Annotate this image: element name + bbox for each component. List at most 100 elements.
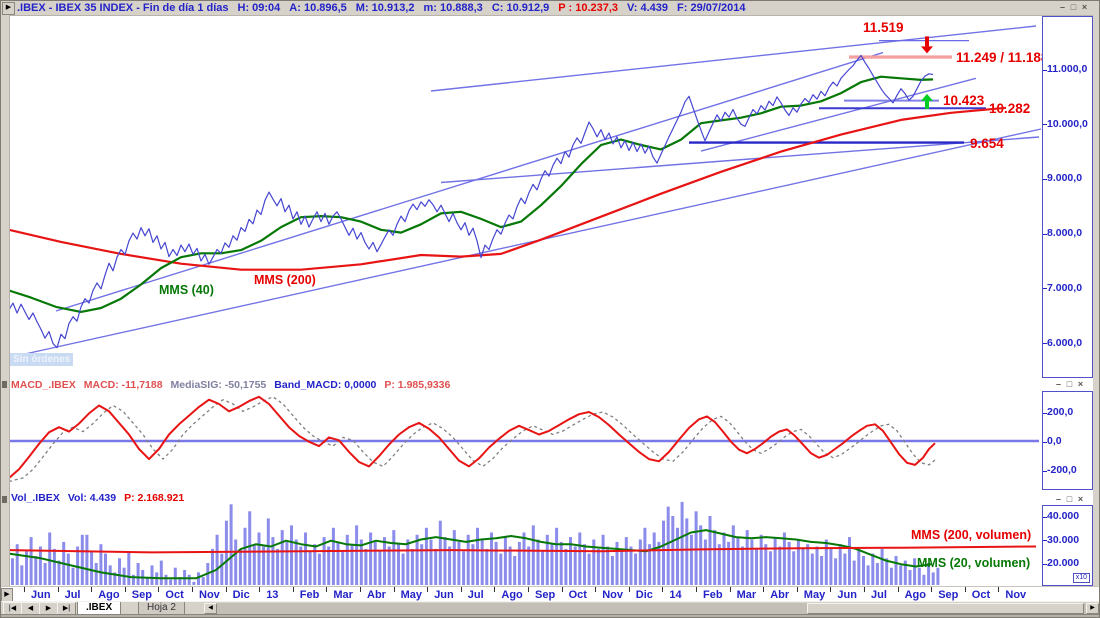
volume-bar <box>694 511 698 585</box>
splitter-handle[interactable] <box>2 381 7 388</box>
volume-bar <box>769 551 772 586</box>
time-axis-tick <box>830 587 832 592</box>
collapse-pane-button[interactable]: ▶ <box>2 2 15 15</box>
volume-bar <box>824 539 828 585</box>
time-axis-tick <box>931 587 933 592</box>
minimize-icon[interactable]: – <box>1059 2 1067 12</box>
right-frame-edge <box>1093 15 1099 601</box>
maximize-icon[interactable]: □ <box>1066 379 1075 389</box>
close-icon[interactable]: × <box>1081 2 1090 12</box>
maximize-icon[interactable]: □ <box>1066 494 1075 504</box>
axis-corner-button[interactable]: ▶ <box>1 588 13 602</box>
time-axis-label: Ago <box>904 589 926 601</box>
splitter-handle[interactable] <box>2 496 7 503</box>
volume-bar <box>52 548 56 585</box>
volume-bar <box>717 544 721 585</box>
price-y-axis[interactable]: 11.000,0 10.000,0 9.000,0 8.000,0 7.000,0 6.0… <box>1042 16 1093 378</box>
volume-bar <box>471 544 475 585</box>
axis-tick <box>1043 69 1047 71</box>
hscroll-track[interactable] <box>217 603 1086 614</box>
volume-bar <box>150 565 154 585</box>
volume-bar <box>829 548 833 585</box>
sin-ordenes-badge: Sin órdenes <box>10 353 74 366</box>
volume-bar <box>787 541 791 585</box>
time-axis-tick <box>729 587 731 592</box>
volume-bar <box>536 539 540 585</box>
volume-bar <box>220 553 224 585</box>
sheet-tab-ibex[interactable]: .IBEX <box>77 602 122 615</box>
time-axis-tick <box>528 587 529 592</box>
volume-bar <box>313 544 317 585</box>
macd-header-segment: MACD: -11,7188 <box>83 379 163 391</box>
time-axis-label: Dic <box>635 589 653 601</box>
time-axis-label: Mar <box>333 589 353 601</box>
volume-bar <box>57 560 61 585</box>
volume-bar <box>699 525 703 585</box>
volume-bar <box>406 539 410 585</box>
volume-y-axis[interactable]: x10 40.000 30.000 20.000 <box>1042 505 1093 586</box>
volume-bar <box>620 548 624 585</box>
hscroll-thumb[interactable] <box>807 603 1084 614</box>
volume-bar <box>643 527 647 586</box>
volume-bar <box>531 525 535 585</box>
time-axis[interactable]: Jun Jul Ago Sep Oct Nov Dic 13 Feb Mar Abr May Jun Ju… <box>1 586 1099 602</box>
title-segment: H: 09:04 <box>237 2 281 14</box>
volume-bar <box>778 546 782 585</box>
volume-scale-multiplier: x10 <box>1072 573 1090 583</box>
volume-bar <box>555 527 559 586</box>
volume-bar <box>392 530 396 585</box>
left-splitter-gutter[interactable] <box>1 15 10 587</box>
volume-bar <box>564 548 568 585</box>
time-axis-tick <box>158 587 160 592</box>
resistance-band-label: 11.249 / 11.188 <box>956 50 1049 65</box>
minimize-icon[interactable]: – <box>1055 494 1063 504</box>
time-axis-tick <box>225 587 227 592</box>
time-axis-label: Sep <box>535 589 556 601</box>
volume-bar <box>173 567 177 585</box>
maximize-icon[interactable]: □ <box>1070 2 1079 12</box>
time-axis-label: Ago <box>98 589 120 601</box>
volume-bar <box>889 567 893 585</box>
volume-bar <box>187 574 191 586</box>
macd-y-axis[interactable]: 200,0 0,0 -200,0 <box>1042 391 1093 490</box>
time-axis-label: Nov <box>602 589 623 601</box>
close-icon[interactable]: × <box>1077 494 1086 504</box>
time-axis-label: Mar <box>736 589 757 601</box>
volume-bar <box>527 546 531 585</box>
axis-tick <box>1043 178 1047 180</box>
volume-bar <box>578 532 582 585</box>
volume-bar <box>197 572 200 585</box>
time-axis-label: Feb <box>299 589 320 601</box>
axis-tick-label: -200,0 <box>1047 464 1077 476</box>
macd-line <box>8 395 936 479</box>
time-axis-tick <box>192 587 193 592</box>
volume-bar <box>792 551 796 586</box>
hscroll-right-button[interactable]: ▶ <box>1086 603 1099 614</box>
volume-bar <box>606 546 610 585</box>
volume-bar <box>20 565 24 585</box>
volume-bar <box>903 560 907 585</box>
volume-mms-label: MMS (200, volumen) <box>911 528 1031 542</box>
close-icon[interactable]: × <box>1077 379 1086 389</box>
volume-bar <box>624 537 628 585</box>
title-segment: C: 10.912,9 <box>491 2 550 14</box>
volume-bar <box>38 546 42 585</box>
minimize-icon[interactable]: – <box>1055 379 1063 389</box>
volume-bar <box>806 544 810 585</box>
volume-bar <box>80 534 84 585</box>
volume-bar <box>443 537 447 585</box>
volume-bar <box>224 520 228 585</box>
axis-tick <box>1043 412 1047 414</box>
volume-bar <box>243 527 247 586</box>
volume-bar <box>280 530 284 585</box>
volume-bar <box>350 544 354 585</box>
volume-bar <box>550 544 554 585</box>
volume-bar <box>290 525 293 585</box>
volume-bar <box>434 548 438 585</box>
hscroll-left-button[interactable]: ◀ <box>204 603 217 614</box>
volume-bar <box>48 532 52 585</box>
volume-bar <box>66 553 70 585</box>
up-arrow-icon <box>921 93 933 101</box>
volume-bar <box>34 556 38 585</box>
volume-mms-label: MMS (20, volumen) <box>917 556 1030 570</box>
